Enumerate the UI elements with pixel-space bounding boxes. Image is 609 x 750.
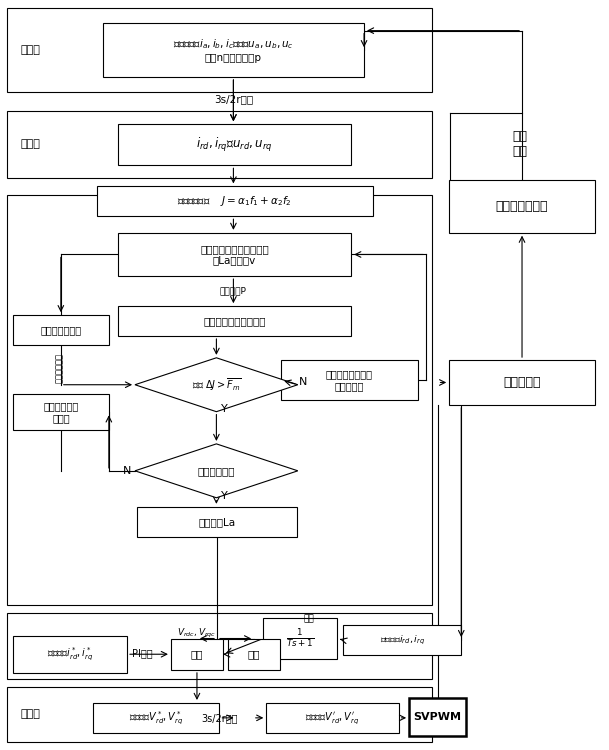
Text: 电流反馈$i_{rd},i_{rq}$: 电流反馈$i_{rd},i_{rq}$ (380, 634, 425, 646)
Text: 如果 $\Delta J>\overline{F_{m}}$: 如果 $\Delta J>\overline{F_{m}}$ (192, 376, 241, 393)
Text: 逆变器模块: 逆变器模块 (503, 376, 541, 389)
Text: 按迭代公式继
续迭代: 按迭代公式继 续迭代 (43, 402, 79, 423)
FancyBboxPatch shape (7, 687, 432, 742)
Text: SVPWM: SVPWM (414, 712, 462, 722)
Text: 按迭代公式迭代: 按迭代公式迭代 (40, 325, 82, 335)
Text: Y: Y (221, 404, 228, 414)
Text: 转子侧电流$i_a,i_b,i_c$和电压$u_a,u_b,u_c$
转速n和骤升幅度p: 转子侧电流$i_a,i_b,i_c$和电压$u_a,u_b,u_c$ 转速n和骤… (173, 38, 294, 63)
Text: 按随机初始化公式
重新初始化: 按随机初始化公式 重新初始化 (326, 370, 373, 391)
FancyBboxPatch shape (13, 635, 127, 673)
Text: 满足结束条件: 满足结束条件 (198, 466, 235, 476)
FancyBboxPatch shape (97, 186, 373, 216)
Text: 信号
采集: 信号 采集 (513, 130, 528, 158)
Polygon shape (135, 444, 298, 498)
Text: 相加: 相加 (191, 650, 203, 659)
Text: 相乘: 相乘 (248, 650, 260, 659)
FancyBboxPatch shape (93, 703, 219, 733)
FancyBboxPatch shape (7, 111, 432, 178)
FancyBboxPatch shape (281, 360, 418, 401)
Text: 控制电压$V^{\prime}_{rd},V^{\prime}_{rq}$: 控制电压$V^{\prime}_{rd},V^{\prime}_{rq}$ (305, 710, 359, 726)
FancyBboxPatch shape (7, 8, 432, 92)
Text: 步骤五: 步骤五 (20, 710, 40, 719)
FancyBboxPatch shape (343, 625, 461, 655)
Text: 初始化自适应微分负反馈
值La和速度v: 初始化自适应微分负反馈 值La和速度v (200, 244, 269, 266)
Text: $\frac{1}{Ts+1}$: $\frac{1}{Ts+1}$ (286, 628, 314, 650)
Polygon shape (135, 358, 298, 412)
FancyBboxPatch shape (13, 394, 109, 430)
Text: $V_{rdc},V_{rqc}$: $V_{rdc},V_{rqc}$ (177, 627, 217, 640)
FancyBboxPatch shape (449, 360, 595, 405)
FancyBboxPatch shape (103, 23, 364, 77)
Text: 步骤二: 步骤二 (20, 140, 40, 149)
Text: 步骤三: 步骤三 (20, 394, 40, 405)
Text: 建立目标函数    $J=\alpha_1 f_1+\alpha_2 f_2$: 建立目标函数 $J=\alpha_1 f_1+\alpha_2 f_2$ (177, 194, 292, 208)
Text: 选取优异微分负反馈值: 选取优异微分负反馈值 (203, 316, 266, 326)
Text: 激分: 激分 (304, 614, 315, 623)
FancyBboxPatch shape (409, 698, 466, 736)
FancyBboxPatch shape (118, 124, 351, 166)
FancyBboxPatch shape (118, 232, 351, 276)
FancyBboxPatch shape (7, 194, 432, 604)
Text: N: N (123, 466, 132, 476)
Text: 3s/2r变换: 3s/2r变换 (214, 94, 253, 104)
Text: 电流给定$i^*_{rd},i^*_{rq}$: 电流给定$i^*_{rd},i^*_{rq}$ (47, 646, 93, 663)
Text: 步骤四: 步骤四 (20, 641, 40, 651)
FancyBboxPatch shape (449, 180, 595, 232)
FancyBboxPatch shape (228, 638, 280, 670)
Text: Y: Y (221, 491, 228, 501)
FancyBboxPatch shape (7, 613, 432, 679)
Text: 根据概率P: 根据概率P (220, 286, 247, 295)
Text: 双馈风力发电机: 双馈风力发电机 (496, 200, 548, 213)
FancyBboxPatch shape (13, 315, 109, 345)
Text: 补偿电压$V^*_{rd},V^*_{rq}$: 补偿电压$V^*_{rd},V^*_{rq}$ (129, 710, 183, 727)
Text: $i_{rd},i_{rq}$和$u_{rd},u_{rq}$: $i_{rd},i_{rq}$和$u_{rd},u_{rq}$ (196, 136, 273, 154)
FancyBboxPatch shape (118, 306, 351, 336)
Text: 得到最佳La: 得到最佳La (199, 517, 236, 526)
FancyBboxPatch shape (263, 618, 337, 658)
FancyBboxPatch shape (171, 638, 223, 670)
FancyBboxPatch shape (137, 507, 297, 537)
FancyBboxPatch shape (266, 703, 399, 733)
Text: 计算适应度值: 计算适应度值 (55, 352, 64, 382)
Text: PI调节: PI调节 (132, 649, 153, 658)
Text: N: N (298, 377, 307, 388)
Text: 3s/2r变换: 3s/2r变换 (201, 712, 238, 723)
Text: 步骤一: 步骤一 (20, 45, 40, 55)
